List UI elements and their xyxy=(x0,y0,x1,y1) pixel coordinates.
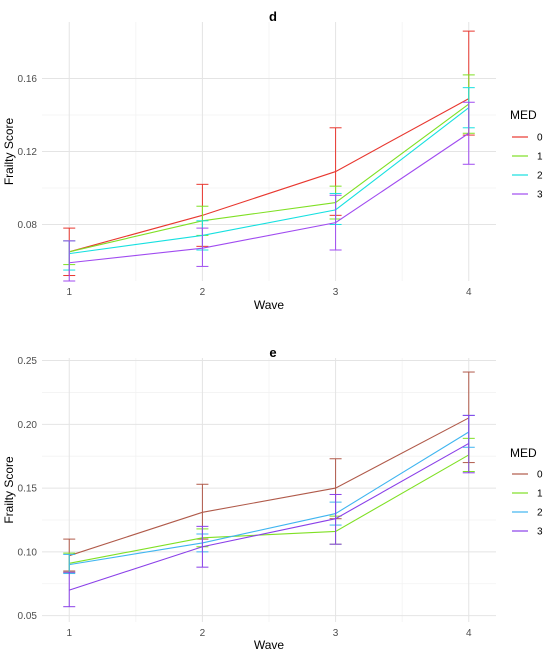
legend-label: 0 xyxy=(537,470,543,481)
series-line xyxy=(69,431,470,566)
y-tick-label: 0.15 xyxy=(18,484,38,495)
y-tick-label: 0.08 xyxy=(18,220,38,231)
legend-label: 3 xyxy=(537,527,543,538)
legend-title: MED xyxy=(510,108,537,122)
x-tick-label: 2 xyxy=(200,287,206,298)
y-tick-label: 0.25 xyxy=(18,356,38,367)
series-line xyxy=(69,98,470,253)
x-axis-title: Wave xyxy=(254,298,285,312)
y-tick-label: 0.12 xyxy=(18,147,38,158)
series-3 xyxy=(63,414,475,608)
legend-label: 1 xyxy=(537,152,543,163)
legend-label: 2 xyxy=(537,171,543,182)
x-axis-title: Wave xyxy=(254,638,285,652)
y-axis-title: Frailty Score xyxy=(2,456,16,524)
legend-label: 0 xyxy=(537,133,543,144)
series-line xyxy=(69,417,470,557)
x-tick-label: 1 xyxy=(66,287,72,298)
legend-label: 3 xyxy=(537,190,543,201)
x-tick-label: 3 xyxy=(333,287,339,298)
y-tick-label: 0.10 xyxy=(18,547,38,558)
panel-title: d xyxy=(269,9,277,24)
y-tick-label: 0.16 xyxy=(18,74,38,85)
series-line xyxy=(69,103,470,253)
y-axis-title: Frailty Score xyxy=(2,118,16,186)
legend-label: 1 xyxy=(537,489,543,500)
y-tick-label: 0.20 xyxy=(18,420,38,431)
panel-e: e 0.05 0.10 0.15 0.20 0.25 1 2 3 4 Wave Frailty Sco… xyxy=(2,345,543,652)
x-tick-label: 3 xyxy=(333,628,339,639)
series-line xyxy=(69,442,470,591)
series-line xyxy=(69,107,470,255)
x-tick-label: 4 xyxy=(466,628,472,639)
x-tick-label: 4 xyxy=(466,287,472,298)
series-line xyxy=(69,454,470,564)
series-line xyxy=(69,132,470,264)
y-tick-label: 0.05 xyxy=(18,611,38,622)
legend-label: 2 xyxy=(537,508,543,519)
x-tick-label: 2 xyxy=(200,628,206,639)
legend-title: MED xyxy=(510,446,537,460)
series-3 xyxy=(63,101,475,282)
x-tick-label: 1 xyxy=(66,628,72,639)
panel-title: e xyxy=(269,345,276,360)
